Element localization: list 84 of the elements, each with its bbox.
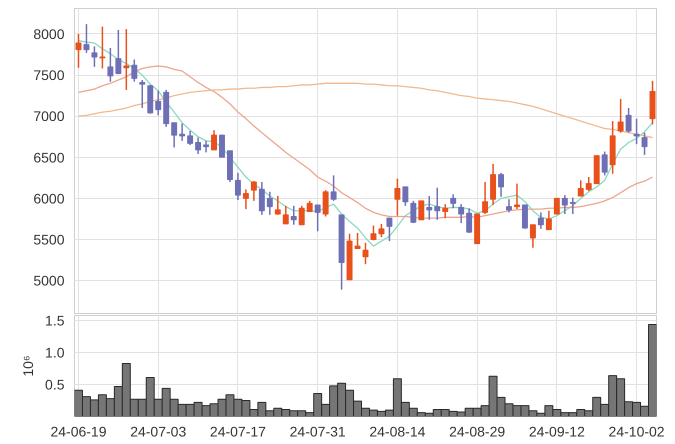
y-tick-label: 5000 xyxy=(33,272,65,289)
candlestick xyxy=(290,205,297,226)
candlestick xyxy=(354,232,360,250)
candlestick xyxy=(211,129,217,151)
candlestick xyxy=(76,33,82,68)
candlestick xyxy=(402,186,408,207)
candlestick xyxy=(179,122,186,142)
candlestick xyxy=(386,217,392,242)
candlestick xyxy=(570,196,576,215)
candlestick xyxy=(131,58,138,82)
y-tick-label: 6000 xyxy=(33,190,65,206)
y-tick-label: 1.0 xyxy=(45,344,65,361)
candlestick xyxy=(139,79,146,109)
candlestick xyxy=(498,172,504,198)
candlestick xyxy=(506,198,512,214)
x-tick-label: 24-07-31 xyxy=(290,424,346,440)
y-tick-label: 8000 xyxy=(33,26,65,42)
candlestick xyxy=(538,212,544,230)
candlestick xyxy=(242,188,249,210)
candlestick xyxy=(370,224,376,242)
y-tick-label: 6500 xyxy=(33,149,65,166)
candlestick xyxy=(634,118,640,145)
candlestick xyxy=(378,223,384,238)
candlestick xyxy=(187,130,194,146)
line-series xyxy=(78,82,654,138)
candlestick xyxy=(99,26,106,70)
candlestick xyxy=(83,23,90,54)
candlestick xyxy=(554,198,560,215)
candlestick xyxy=(530,224,536,248)
candlestick xyxy=(450,194,456,210)
candlestick xyxy=(458,203,464,224)
candlestick xyxy=(522,204,528,230)
candlestick xyxy=(618,98,624,134)
candlestick xyxy=(306,200,313,212)
candlestick xyxy=(107,47,114,82)
candlestick xyxy=(394,178,400,216)
candlestick xyxy=(258,181,265,216)
candlestick xyxy=(203,140,210,154)
y-tick-label: 7500 xyxy=(33,67,65,84)
candlestick xyxy=(546,210,552,230)
candlestick xyxy=(418,200,424,220)
candlestick xyxy=(434,186,440,221)
candlestick xyxy=(219,134,225,158)
x-tick-label: 24-08-29 xyxy=(449,424,506,440)
x-tick-label: 24-07-03 xyxy=(130,424,186,440)
candlestick xyxy=(578,180,584,197)
x-tick-label: 24-08-14 xyxy=(369,424,426,440)
candlestick xyxy=(123,28,130,91)
candlestick xyxy=(322,189,329,218)
y-tick-label: 5500 xyxy=(33,232,65,248)
candlestick xyxy=(298,205,305,226)
y-axis-title: 10⁶ xyxy=(20,355,36,377)
candlestick xyxy=(642,132,648,156)
x-tick-label: 24-10-02 xyxy=(608,424,665,440)
candlestick xyxy=(482,181,488,215)
candlestick xyxy=(115,29,122,76)
candlestick xyxy=(410,200,416,224)
y-tick-label: 1.5 xyxy=(45,312,65,329)
candlestick xyxy=(195,136,202,155)
candlestick xyxy=(274,195,281,216)
candlestick xyxy=(362,242,368,265)
candlestick xyxy=(586,176,592,192)
candlestick xyxy=(562,194,568,215)
candlestick xyxy=(155,90,162,116)
candlestick xyxy=(171,122,178,148)
candlestick xyxy=(442,203,448,219)
candlestick xyxy=(266,191,273,216)
candlestick xyxy=(314,204,321,232)
candlestick xyxy=(282,205,289,225)
x-tick-label: 24-09-12 xyxy=(528,424,586,440)
candlestick xyxy=(426,195,432,221)
candlestick xyxy=(514,182,520,210)
y-tick-label: 0.5 xyxy=(45,376,65,393)
x-tick-label: 24-06-19 xyxy=(50,424,107,440)
candlestick xyxy=(466,208,472,234)
line-series xyxy=(78,40,654,247)
candlestick xyxy=(250,180,257,202)
candlestick xyxy=(602,150,608,176)
candlestick xyxy=(330,174,337,202)
x-tick-label: 24-07-17 xyxy=(210,424,266,440)
candlestick xyxy=(91,46,98,68)
candlestick xyxy=(626,107,632,134)
candlestick xyxy=(234,172,241,201)
y-tick-label: 7000 xyxy=(33,108,65,124)
